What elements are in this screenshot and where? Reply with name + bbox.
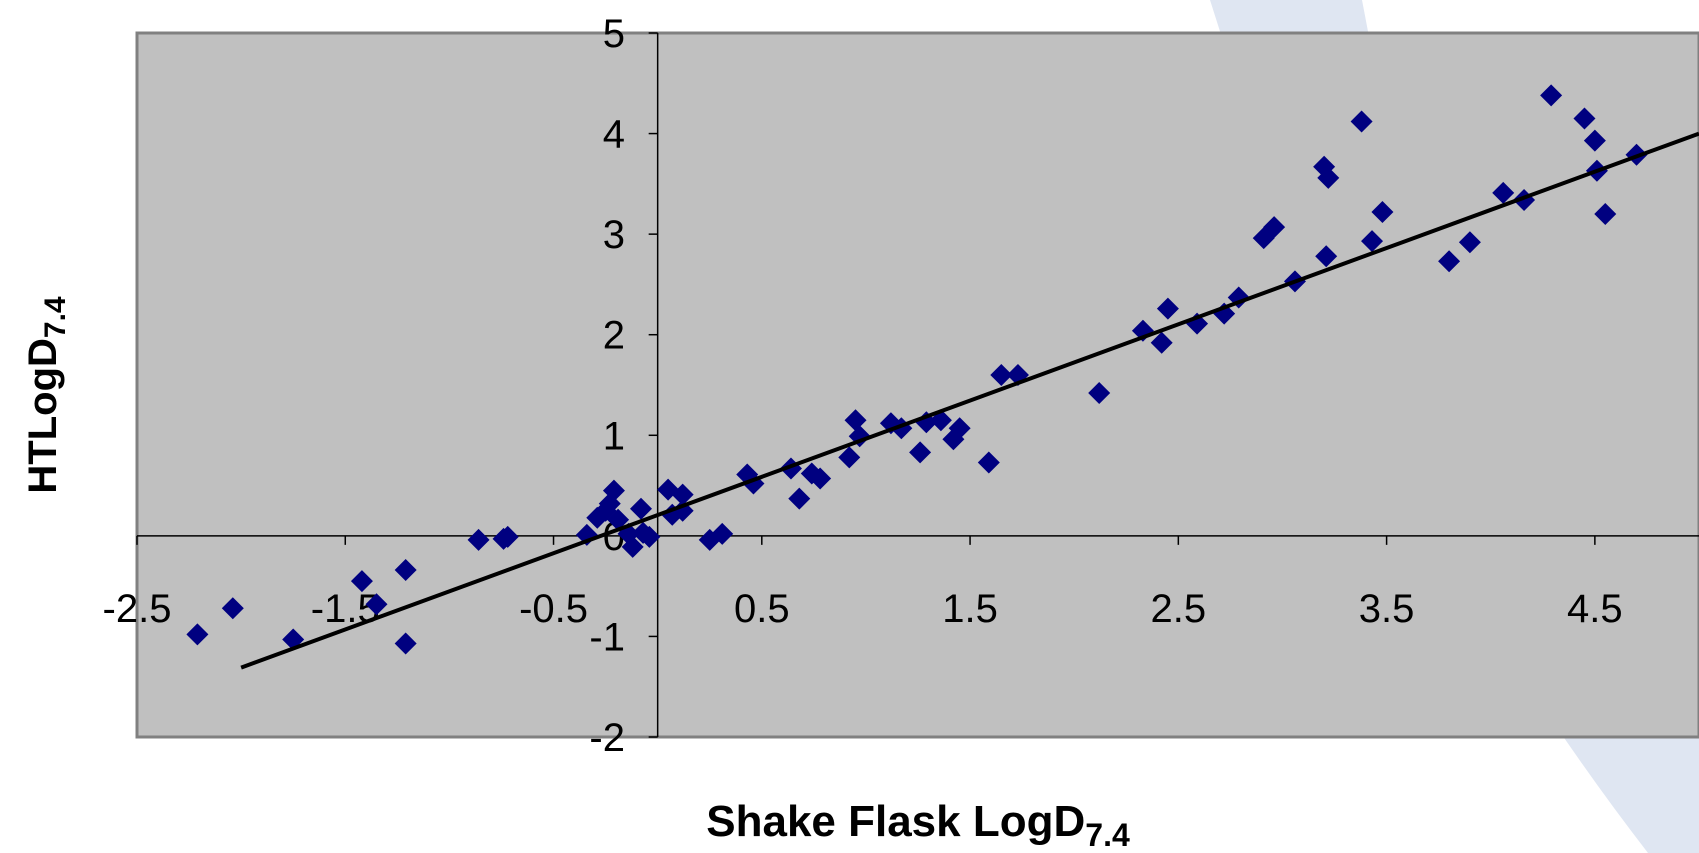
- data-point: [496, 525, 519, 548]
- data-point: [350, 570, 373, 593]
- x-tick-label: 2.5: [1151, 587, 1207, 631]
- data-point: [394, 559, 417, 582]
- y-axis-title: HTLogD7.4: [21, 296, 72, 494]
- y-tick-label: 2: [603, 314, 625, 358]
- y-axis-title-subscript: 7.4: [39, 296, 72, 338]
- data-point: [809, 467, 832, 490]
- x-tick-label: -2.5: [103, 587, 172, 631]
- data-point: [1263, 216, 1286, 239]
- data-point: [1540, 84, 1563, 107]
- y-tick-label: -1: [589, 615, 625, 659]
- data-point: [621, 535, 644, 558]
- data-point: [1438, 250, 1461, 273]
- x-tick-label: 4.5: [1567, 587, 1623, 631]
- data-point: [394, 632, 417, 655]
- data-point: [630, 497, 653, 520]
- data-point: [671, 483, 694, 506]
- axes: [137, 33, 1699, 737]
- x-axis-title-main: Shake Flask LogD: [706, 797, 1085, 846]
- y-axis-title-main: HTLogD: [21, 338, 65, 494]
- data-point: [948, 417, 971, 440]
- data-point: [1088, 382, 1111, 405]
- data-point: [602, 479, 625, 502]
- data-point: [838, 446, 861, 469]
- data-point: [1492, 181, 1515, 204]
- data-point: [638, 525, 661, 548]
- data-point: [977, 451, 1000, 474]
- y-tick-label: 1: [603, 414, 625, 458]
- x-axis-title: Shake Flask LogD7.4: [706, 797, 1130, 853]
- data-point: [1458, 231, 1481, 254]
- x-tick-label: 0.5: [734, 587, 790, 631]
- data-point: [990, 363, 1013, 386]
- y-tick-label: 5: [603, 12, 625, 56]
- data-point: [1594, 203, 1617, 226]
- data-point: [711, 522, 734, 545]
- data-point: [1371, 201, 1394, 224]
- x-tick-label: 3.5: [1359, 587, 1415, 631]
- data-point: [1150, 331, 1173, 354]
- data-point: [221, 597, 244, 620]
- data-point: [788, 487, 811, 510]
- y-tick-label: 3: [603, 213, 625, 257]
- data-point: [607, 508, 630, 531]
- x-axis-title-subscript: 7.4: [1085, 817, 1130, 853]
- data-point: [1350, 110, 1373, 133]
- data-point: [365, 593, 388, 616]
- data-point: [1583, 129, 1606, 152]
- data-point: [1361, 230, 1384, 253]
- data-point: [844, 409, 867, 432]
- x-tick-label: -0.5: [519, 587, 588, 631]
- data-point: [1315, 245, 1338, 268]
- data-point: [1573, 107, 1596, 130]
- x-tick-label: 1.5: [942, 587, 998, 631]
- data-point: [1156, 297, 1179, 320]
- data-point: [186, 623, 209, 646]
- data-point: [467, 528, 490, 551]
- x-tick-label: -1.5: [311, 587, 380, 631]
- data-point: [1317, 166, 1340, 189]
- y-tick-label: 4: [603, 113, 625, 157]
- data-point: [909, 441, 932, 464]
- plot-area: [135, 31, 1699, 739]
- y-tick-label: -2: [589, 716, 625, 760]
- trendline: [240, 131, 1699, 670]
